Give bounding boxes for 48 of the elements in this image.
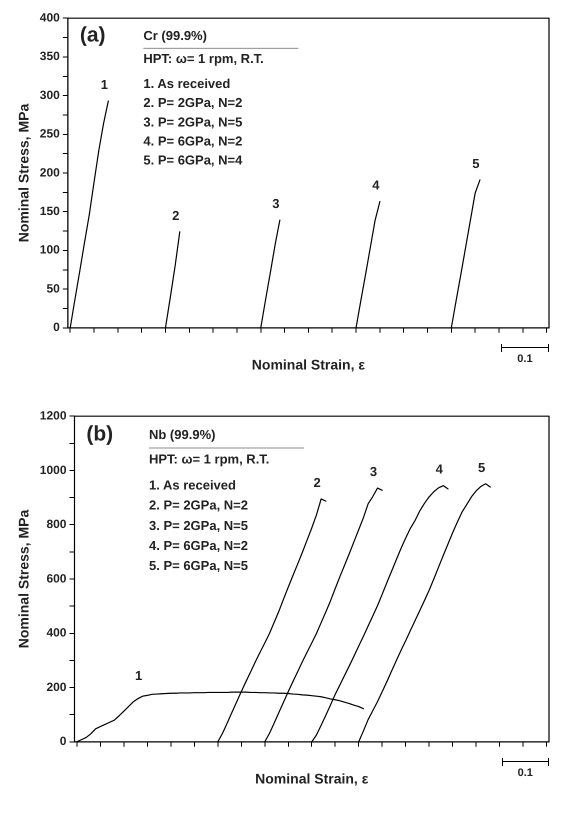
annotation: 4. P= 6GPa, N=2 xyxy=(148,538,248,554)
y-tick-label: 150 xyxy=(40,204,60,218)
y-tick-label: 600 xyxy=(46,571,67,586)
y-tick-label: 1000 xyxy=(40,462,67,477)
text: 0.1 xyxy=(516,352,534,365)
x-axis-title: Nominal Strain, ε xyxy=(252,356,366,372)
y-tick-label: 250 xyxy=(40,126,60,141)
y-tick-label: 350 xyxy=(40,49,60,64)
series-label: 4 xyxy=(436,462,444,477)
chart-title: (b) xyxy=(86,422,114,446)
text: 0.1 xyxy=(516,766,534,779)
annotation: 3. P= 2GPa, N=5 xyxy=(148,518,248,533)
annotation: HPT: ω= 1 rpm, R.T. xyxy=(148,451,270,466)
series-label: 5 xyxy=(472,156,480,171)
annotation: 5. P= 6GPa, N=5 xyxy=(148,558,248,574)
series-label: 3 xyxy=(370,464,378,480)
annotation: 2. P= 2GPa, N=2 xyxy=(143,95,242,110)
y-tick-label: 300 xyxy=(40,88,60,102)
y-tick-label: 50 xyxy=(46,281,60,296)
annotation: 5. P= 6GPa, N=4 xyxy=(143,152,244,168)
series-label: 3 xyxy=(272,196,280,212)
y-tick-label: 100 xyxy=(40,242,60,257)
y-axis-title: Nominal Stress, MPa xyxy=(15,104,32,242)
x-axis-title: Nominal Strain, ε xyxy=(255,770,369,786)
annotation: 1. As received xyxy=(143,76,230,91)
chart-title: (a) xyxy=(80,23,106,46)
text: Nb (99.9%) xyxy=(148,426,216,442)
y-tick-label: 200 xyxy=(46,680,67,694)
y-tick-label: 0 xyxy=(60,734,67,748)
series-label: 4 xyxy=(372,178,380,193)
series-label: 1 xyxy=(135,668,142,684)
annotation: 3. P= 2GPa, N=5 xyxy=(143,114,242,130)
y-axis-title: Nominal Stress, MPa xyxy=(15,510,32,648)
annotation: 2. P= 2GPa, N=2 xyxy=(148,498,248,513)
y-tick-label: 800 xyxy=(46,517,67,532)
y-tick-label: 400 xyxy=(40,10,60,25)
annotation: HPT: ω= 1 rpm, R.T. xyxy=(143,51,264,66)
series-label: 2 xyxy=(172,208,180,223)
annotation: 1. As received xyxy=(148,477,236,492)
text: Cr (99.9%) xyxy=(143,28,207,43)
series-label: 5 xyxy=(478,460,486,475)
y-tick-label: 0 xyxy=(53,320,60,334)
series-label: 2 xyxy=(314,474,321,490)
y-tick-label: 1200 xyxy=(40,408,67,423)
series-label: 1 xyxy=(100,77,108,92)
y-tick-label: 200 xyxy=(40,165,60,180)
annotation: 4. P= 6GPa, N=2 xyxy=(143,133,242,148)
y-tick-label: 400 xyxy=(46,626,67,640)
